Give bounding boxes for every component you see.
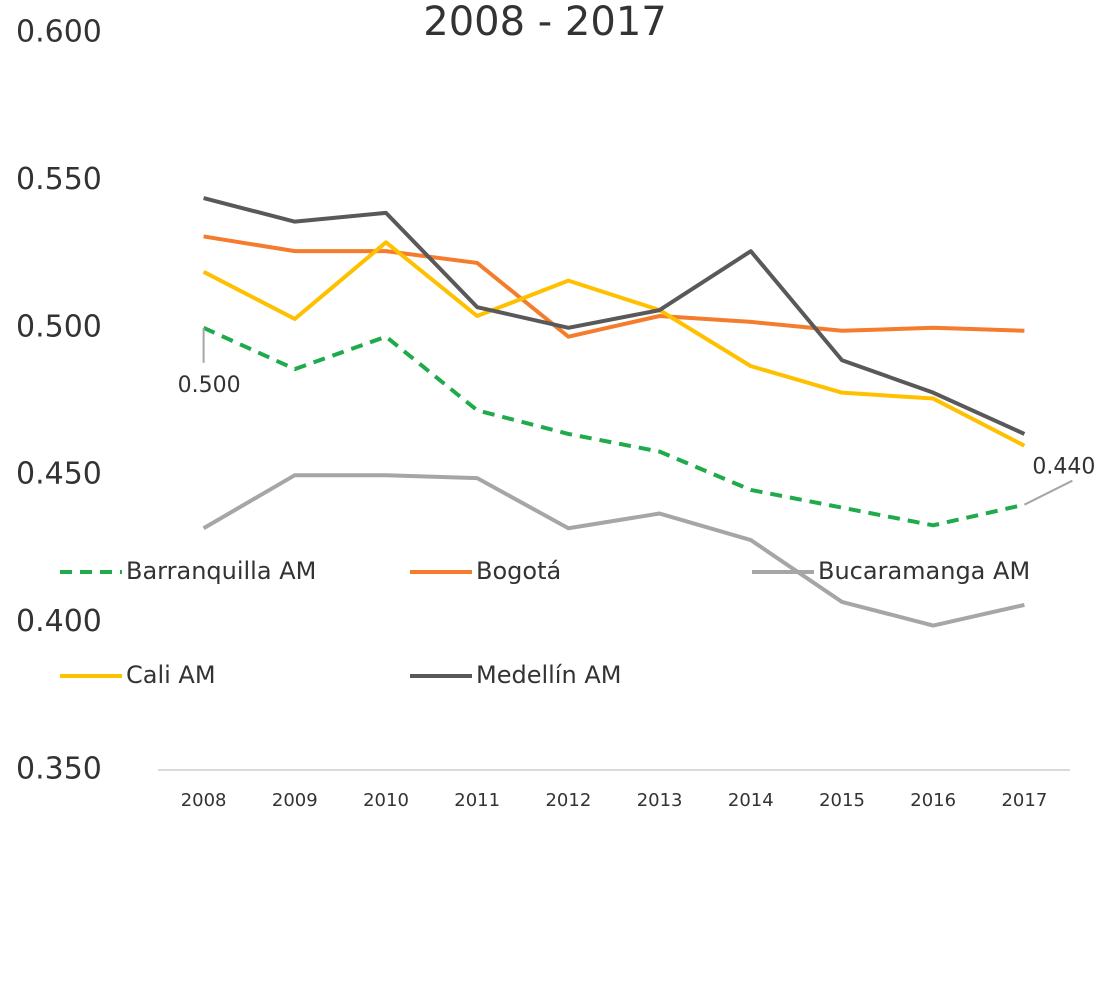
x-tick-label: 2008 <box>181 790 227 811</box>
x-tick-label: 2010 <box>363 790 409 811</box>
x-tick-label: 2013 <box>637 790 683 811</box>
leader-line <box>1023 479 1073 506</box>
y-tick-label: 0.500 <box>16 309 102 344</box>
y-tick-label: 0.600 <box>16 15 102 50</box>
legend-label: Barranquilla AM <box>126 557 316 585</box>
x-tick-label: 2012 <box>545 790 591 811</box>
x-tick-label: 2015 <box>819 790 865 811</box>
series-line <box>202 473 1025 628</box>
data-label: 0.500 <box>178 373 241 398</box>
data-label: 0.440 <box>1032 455 1095 480</box>
legend-label: Bucaramanga AM <box>818 557 1030 585</box>
y-tick-label: 0.400 <box>16 604 102 639</box>
x-tick-label: 2009 <box>272 790 318 811</box>
chart-title: 2008 - 2017 <box>423 0 666 45</box>
y-tick-label: 0.550 <box>16 162 102 197</box>
series-line <box>202 325 1025 528</box>
x-tick-label: 2014 <box>728 790 774 811</box>
x-tick-label: 2011 <box>454 790 500 811</box>
series-line <box>202 240 1026 448</box>
series-line <box>203 234 1025 339</box>
legend-label: Medellín AM <box>476 661 621 689</box>
x-tick-label: 2016 <box>910 790 956 811</box>
y-tick-label: 0.350 <box>16 752 102 787</box>
y-tick-label: 0.450 <box>16 457 102 492</box>
legend-label: Bogotá <box>476 557 561 585</box>
x-tick-label: 2017 <box>1001 790 1047 811</box>
legend-label: Cali AM <box>126 661 216 689</box>
series-line <box>203 196 1026 436</box>
